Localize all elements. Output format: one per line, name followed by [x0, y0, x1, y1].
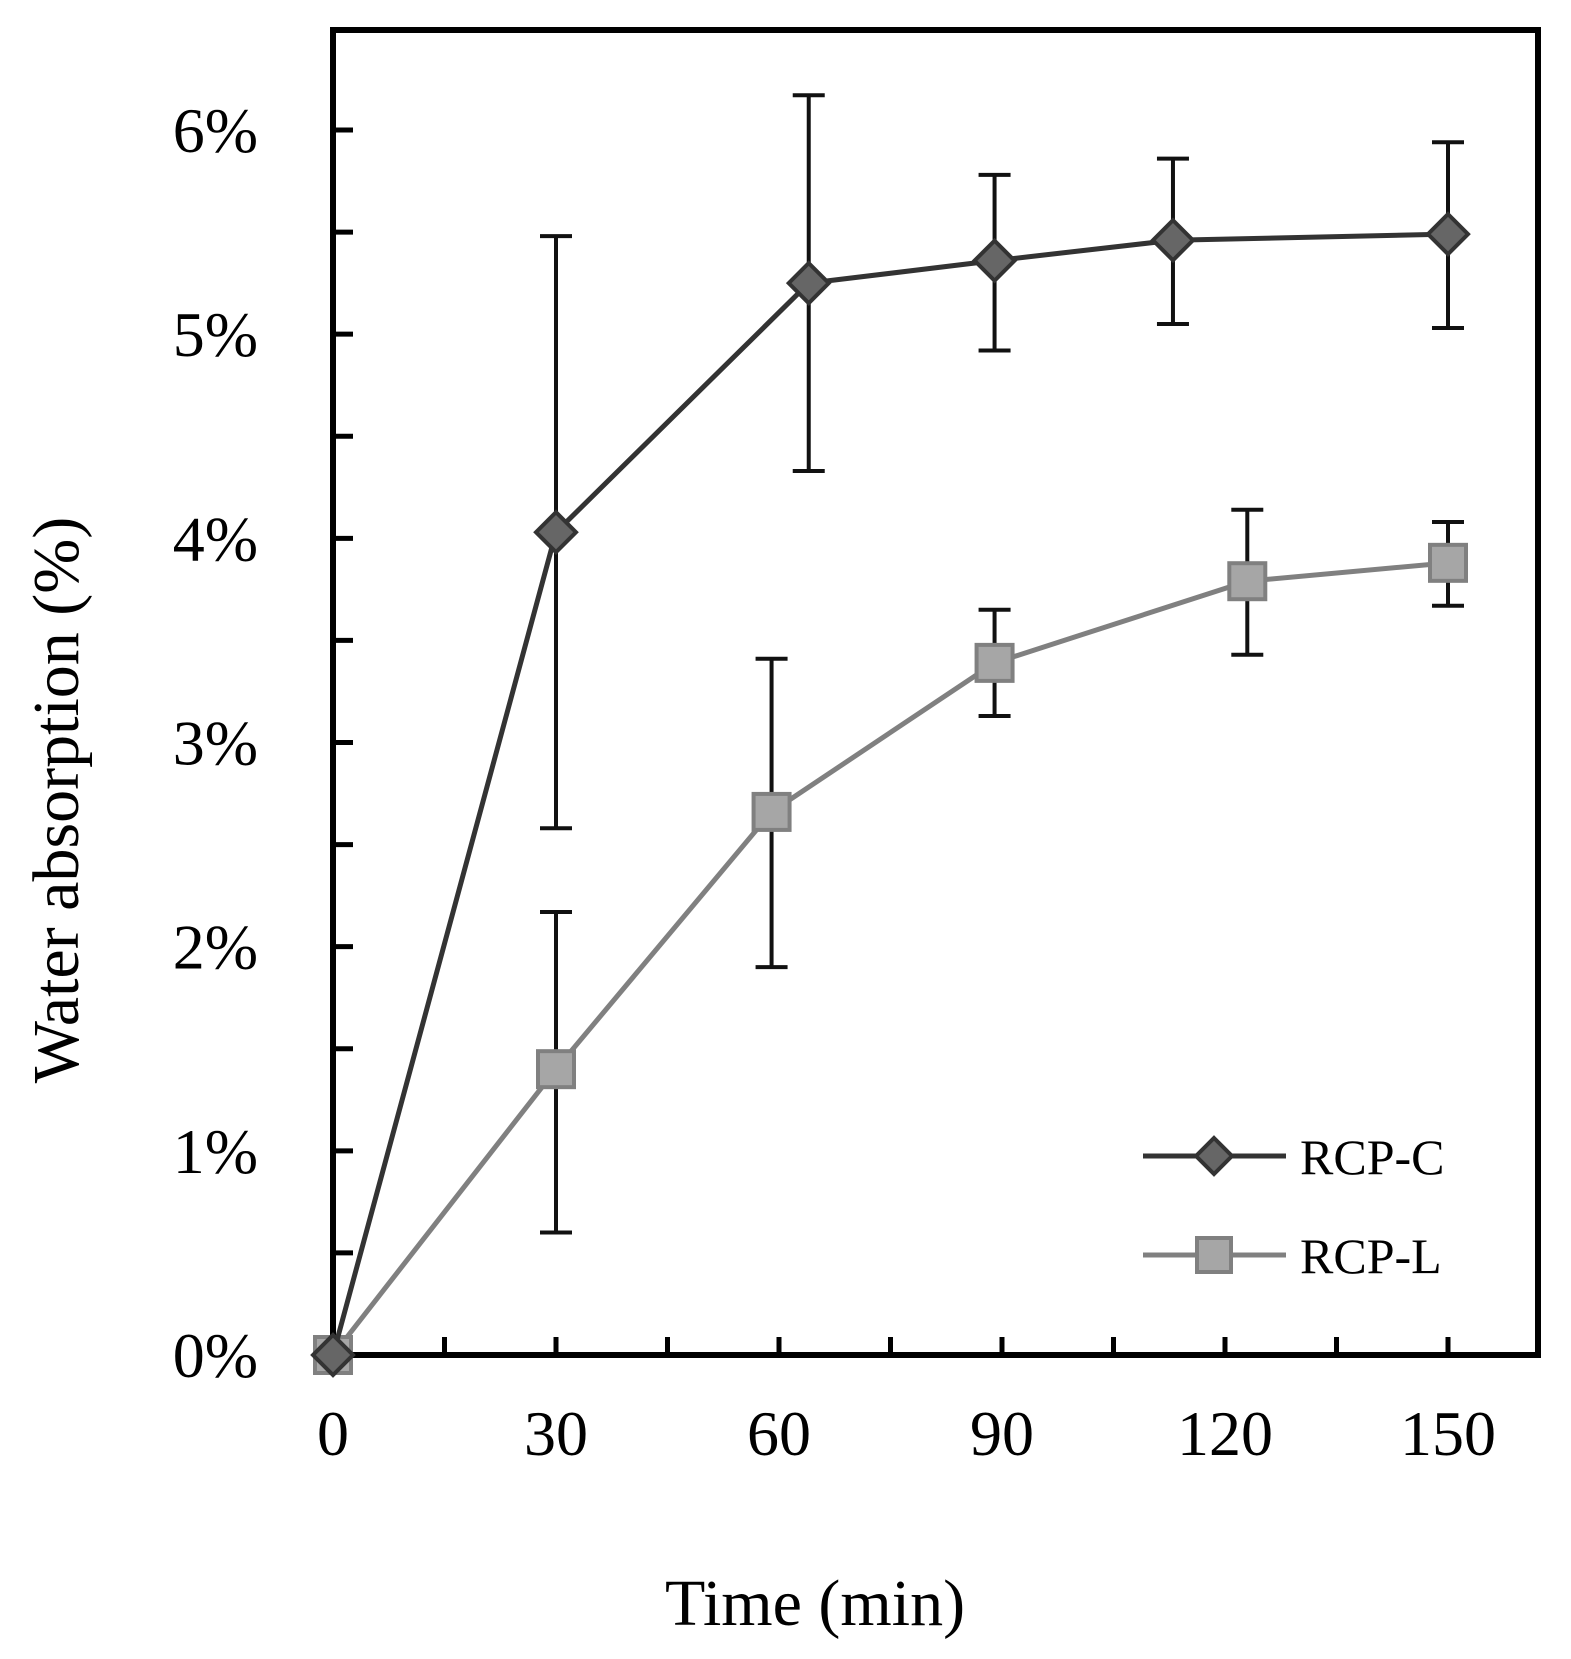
series-line: [331, 560, 1449, 1357]
legend-item-rcp-l: RCP-L: [1143, 1228, 1442, 1284]
legend-label: RCP-L: [1300, 1228, 1442, 1284]
data-point: [971, 237, 1018, 284]
data-point: [1150, 217, 1196, 264]
x-axis-title: Time (min): [665, 1567, 965, 1640]
data-point: [785, 260, 832, 306]
y-tick-label: 2%: [173, 912, 258, 983]
legend-marker: [1193, 1135, 1235, 1177]
data-point: [310, 1332, 356, 1378]
series-line: [330, 231, 1449, 1356]
legend-marker: [1195, 1236, 1233, 1274]
x-axis-ticks: 0 30 60 90 120 150: [317, 1337, 1496, 1469]
x-tick-label: 60: [747, 1398, 811, 1469]
y-tick-label: 1%: [173, 1116, 258, 1187]
x-tick-label: 120: [1177, 1398, 1273, 1469]
y-tick-label: 0%: [173, 1320, 258, 1391]
data-point: [751, 791, 792, 832]
legend-item-rcp-c: RCP-C: [1143, 1129, 1445, 1185]
series-rcp-l: [313, 507, 1468, 1375]
x-tick-label: 0: [317, 1398, 349, 1469]
data-point: [536, 1049, 576, 1090]
series-layer: [310, 93, 1471, 1378]
y-axis-title: Water absorption (%): [20, 517, 93, 1083]
x-tick-label: 90: [970, 1398, 1034, 1469]
data-point: [1227, 561, 1268, 602]
series-rcp-c: [310, 93, 1471, 1378]
y-axis-ticks: 0% 1% 2% 3% 4% 5% 6%: [173, 95, 353, 1391]
legend-label: RCP-C: [1300, 1129, 1445, 1185]
plot-frame: [330, 27, 1541, 1358]
data-point: [533, 509, 579, 556]
data-point: [974, 642, 1015, 683]
y-tick-label: 3%: [173, 708, 258, 779]
y-tick-label: 6%: [173, 95, 258, 166]
data-point: [1425, 211, 1471, 257]
x-tick-label: 150: [1400, 1398, 1496, 1469]
x-tick-label: 30: [524, 1398, 588, 1469]
data-point: [1428, 542, 1468, 583]
y-tick-label: 4%: [173, 503, 258, 574]
legend: RCP-C RCP-L: [1143, 1129, 1445, 1284]
y-tick-label: 5%: [173, 299, 258, 370]
